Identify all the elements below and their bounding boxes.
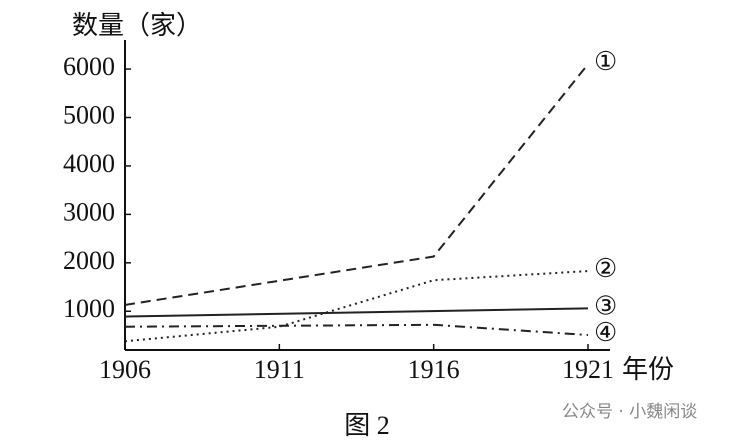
y-tick-label: 6000 — [63, 52, 115, 81]
series-line — [124, 323, 589, 336]
series-label: ③ — [594, 291, 617, 320]
y-axis-title: 数量（家） — [72, 11, 202, 40]
y-tick-label: 3000 — [63, 197, 115, 226]
x-tick-label: 1916 — [408, 355, 460, 384]
series-line — [124, 63, 589, 306]
x-tick-label: 1906 — [99, 355, 151, 384]
x-tick-label: 1921 — [562, 355, 614, 384]
y-tick-label: 5000 — [63, 100, 115, 129]
series-line — [124, 307, 589, 318]
series-line — [124, 270, 589, 343]
caption: 图 2 — [344, 411, 390, 440]
x-tick-label: 1911 — [254, 355, 305, 384]
y-tick-label: 4000 — [63, 149, 115, 178]
y-tick-label: 2000 — [63, 246, 115, 275]
series-label: ② — [594, 254, 617, 283]
series-label: ④ — [594, 318, 617, 347]
x-axis-title: 年份 — [622, 355, 674, 384]
watermark: 公众号 · 小魏闲谈 — [562, 402, 697, 422]
y-tick-label: 1000 — [63, 294, 115, 323]
series-label: ① — [594, 47, 617, 76]
